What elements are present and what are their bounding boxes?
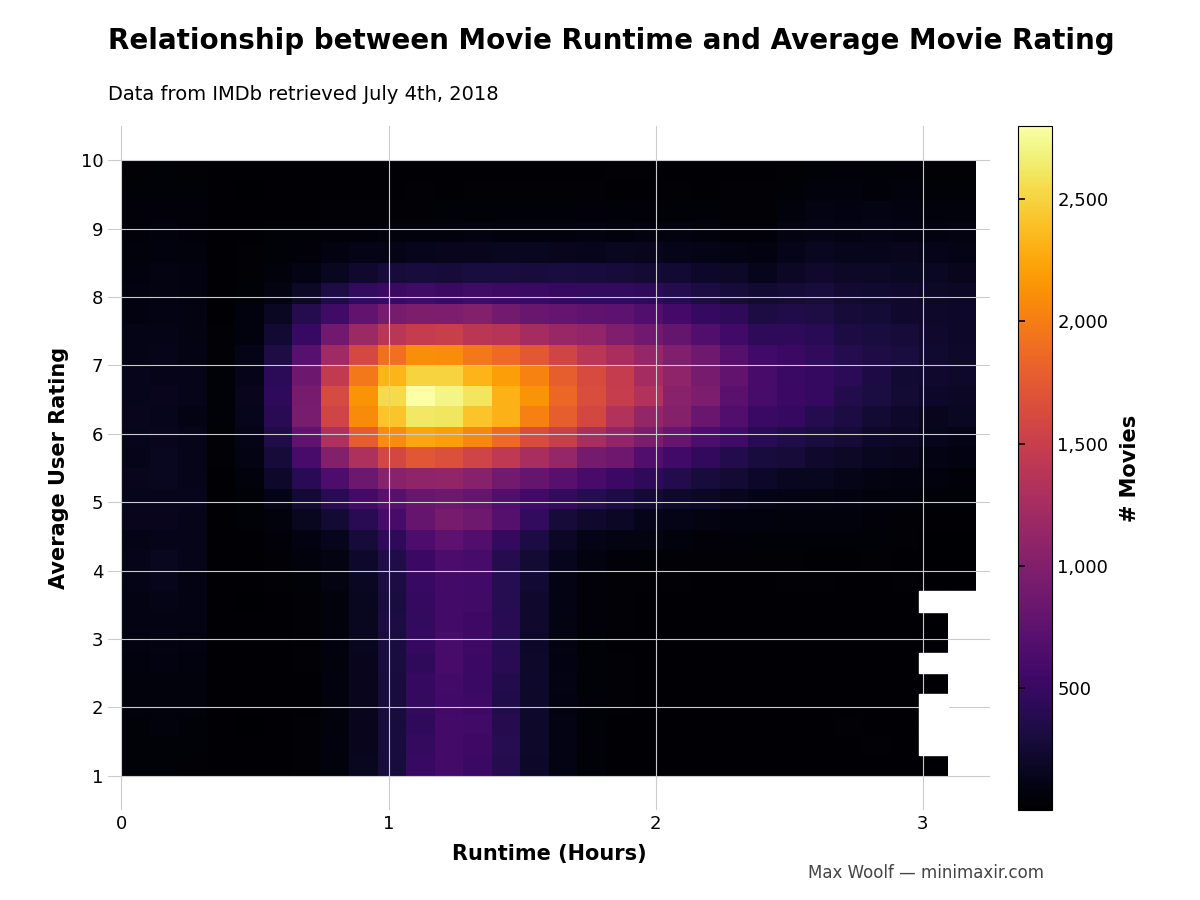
Bar (948, 591, 977, 612)
Text: Max Woolf — minimaxir.com: Max Woolf — minimaxir.com (808, 864, 1044, 882)
Bar (919, 652, 948, 673)
Y-axis label: # Movies: # Movies (1120, 414, 1140, 522)
Bar (919, 734, 948, 755)
Bar (919, 591, 948, 612)
X-axis label: Runtime (Hours): Runtime (Hours) (451, 844, 646, 864)
Bar (919, 694, 948, 715)
Bar (919, 715, 948, 734)
Text: Relationship between Movie Runtime and Average Movie Rating: Relationship between Movie Runtime and A… (108, 27, 1115, 55)
Y-axis label: Average User Rating: Average User Rating (49, 346, 70, 590)
Text: Data from IMDb retrieved July 4th, 2018: Data from IMDb retrieved July 4th, 2018 (108, 86, 499, 104)
